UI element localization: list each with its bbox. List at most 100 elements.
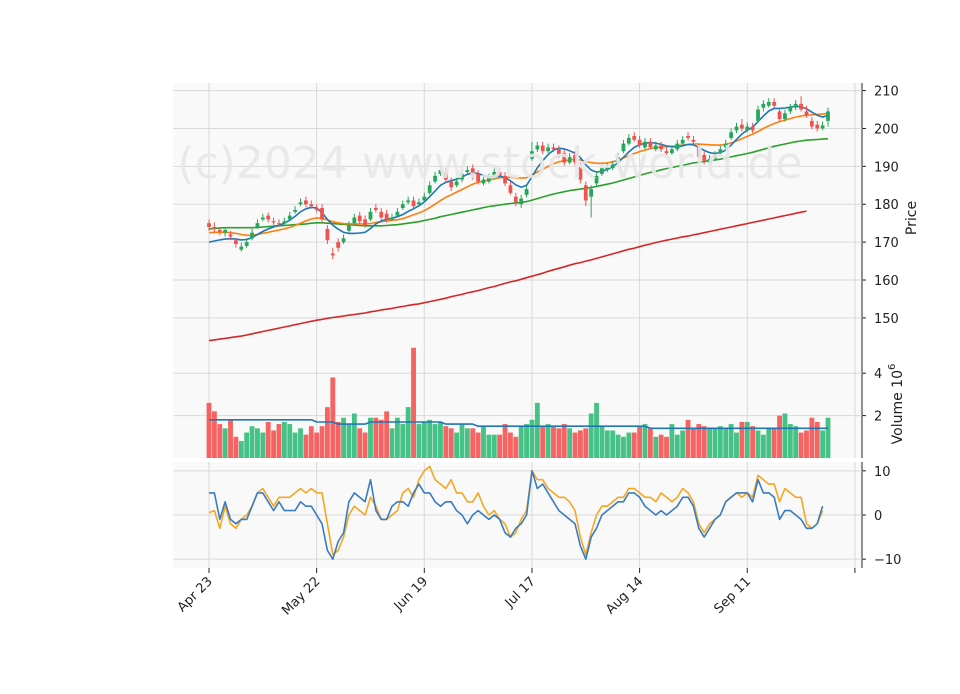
volume-bar [755,430,761,458]
volume-bar [567,428,573,458]
volume-bar [448,428,454,458]
candle-body [815,124,820,129]
volume-bar [534,402,540,458]
candle-body [766,101,771,106]
volume-bar [330,377,336,458]
candle-body [826,111,830,121]
volume-bar [594,402,599,458]
volume-bar [308,426,314,458]
candle-body [487,177,491,182]
volume-bar [497,434,503,458]
volume-bar [362,432,368,458]
volume-axis-label: Volume 106 [887,364,906,445]
volume-bar [685,419,691,458]
volume-bar [303,434,309,458]
volume-bar [760,434,766,458]
candle-body [535,145,540,150]
volume-bar [486,434,492,458]
volume-bar [384,411,390,458]
volume-bar [378,419,384,458]
volume-bar [804,430,809,458]
volume-bar [314,432,320,458]
y-tick-label: 210 [874,85,899,100]
volume-bar [438,421,443,458]
candle-body [610,164,615,169]
volume-bar [427,419,433,458]
x-tick-label: Aug 14 [603,574,646,617]
candle-body [503,175,507,184]
candle-body [745,126,750,131]
y-tick-label: 10 [874,465,891,480]
candle-body [756,109,760,121]
volume-bar [475,432,481,458]
volume-bar [599,426,605,458]
volume-bar [637,426,643,458]
volume-bar [577,430,583,458]
volume-bar [658,434,664,458]
y-tick-label: 150 [874,312,899,327]
candle-body [363,219,367,226]
volume-bar [491,434,497,458]
candle-body [287,215,292,220]
volume-bar [680,430,686,458]
candle-body [271,221,276,223]
candle-body [632,136,637,140]
candle-body [260,217,265,220]
candle-body [384,213,389,220]
volume-bar [647,428,653,458]
candle-body [470,168,475,176]
y-tick-label: 160 [874,274,899,289]
candle-body [304,200,308,205]
candle-body [621,143,626,152]
volume-average-line [209,418,828,430]
candle-body [729,132,733,138]
candle-body [670,149,674,154]
candle-body [320,208,324,220]
volume-bar [513,436,519,458]
volume-bar [793,426,799,458]
candle-body [492,172,497,178]
candle-body [540,145,545,152]
candle-body [417,202,421,205]
volume-bar [631,432,637,458]
candle-body [314,208,319,210]
price-panel: 150 160 170 180 190 200 210 [173,83,899,352]
candle-body [207,223,211,227]
price-axis-label: Price [904,201,920,235]
volume-bar [405,407,411,458]
candle-body [637,139,642,146]
volume-bar [222,428,228,458]
volume-bar [416,424,422,458]
volume-bar [319,426,325,458]
volume-bar [691,428,696,458]
x-tick-label: Jun 19 [391,574,431,614]
volume-bar [626,432,632,458]
volume-bar [540,426,546,458]
volume-bar [281,421,287,458]
price-background [173,83,862,352]
volume-bar [771,428,777,458]
volume-bar [292,432,298,458]
y-tick-label: 180 [874,198,899,213]
y-tick-label: 4 [874,367,882,382]
candle-body [298,202,303,205]
volume-bar [265,421,271,458]
volume-bar [814,421,820,458]
candle-body [497,172,502,176]
candle-body [643,141,647,148]
y-tick-label: 0 [874,509,882,524]
volume-bar [572,432,578,458]
candle-body [239,246,244,250]
candle-body [573,154,577,163]
volume-bar [394,417,400,458]
volume-bar [583,428,589,458]
volume-bar [508,432,513,458]
candle-body [325,228,330,241]
volume-bar [782,413,788,458]
volume-exponent: 6 [887,364,898,370]
candle-body [513,196,518,203]
candle-body [772,101,777,106]
volume-bar [717,426,723,458]
volume-bar [556,428,562,458]
